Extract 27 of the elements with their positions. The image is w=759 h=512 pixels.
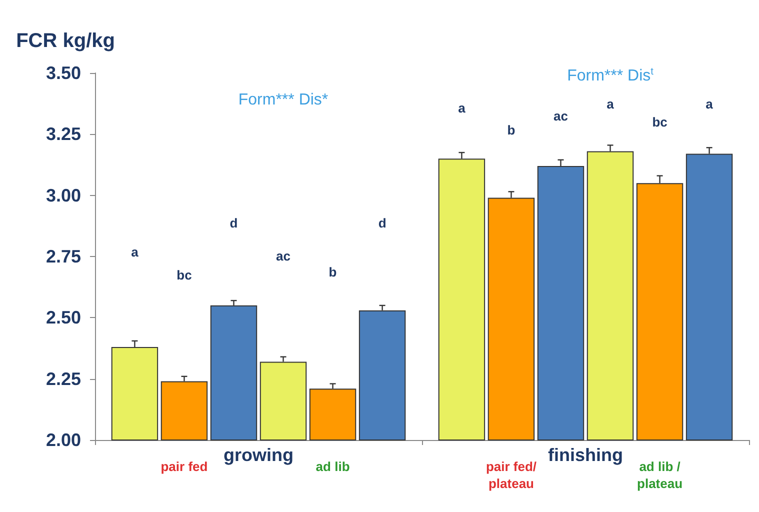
y-tick-label: 2.00 [46,430,81,450]
text: ad lib / plateau [637,459,683,491]
text: pair fed/ plateau [486,459,537,491]
y-tick-label: 3.25 [46,124,81,144]
annotation: a [458,100,466,116]
y-tick-label: 2.50 [46,308,81,328]
annotation: bc [652,114,668,130]
text: pair fed [160,459,208,474]
annotation: a [706,96,714,112]
annotation: b [507,122,516,138]
y-axis-title: FCR kg/kg [16,30,115,52]
annotation: b [328,264,337,280]
annotation: ac [276,248,290,264]
y-tick-label: 3.50 [46,63,81,83]
annotation: d [378,216,386,230]
annotation: a [131,244,140,260]
annotation: ac [554,108,568,124]
y-tick-label: 2.25 [46,368,81,389]
annotation: Form*** Dis* [238,92,328,108]
y-tick-label: 2.75 [46,246,81,266]
annotation: a [606,96,615,112]
annotation: d [230,216,238,230]
y-tick-label: 3.00 [46,185,81,206]
annotation: bc [176,268,192,282]
x-tick-label: growing [224,445,294,465]
x-tick-label: finishing [548,445,623,465]
text: ad lib [316,459,350,474]
